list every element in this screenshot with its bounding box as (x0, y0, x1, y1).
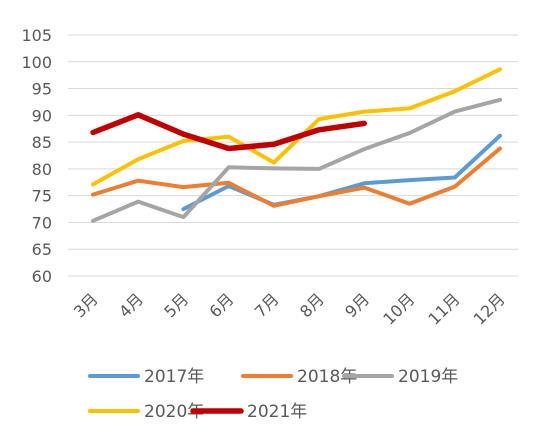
y-tick-label: 75 (32, 187, 52, 206)
y-tick-label: 65 (32, 240, 52, 259)
x-tick-label: 7月 (251, 289, 283, 321)
x-axis-tick-labels: 3月 4月 5月 6月 7月 8月 9月 10月 11月 12月 (70, 289, 509, 328)
x-tick-label: 6月 (206, 289, 238, 321)
legend-item: 2018年 (241, 367, 357, 387)
x-tick-label: 4月 (115, 289, 147, 321)
legend-label: 2021年 (247, 402, 307, 422)
x-tick-label: 11月 (424, 289, 463, 328)
y-tick-label: 100 (21, 53, 52, 72)
x-tick-label: 10月 (379, 289, 418, 328)
y-tick-label: 105 (21, 26, 52, 45)
gridlines (68, 34, 518, 277)
legend-item: 2017年 (88, 367, 204, 387)
series-line-2018年 (91, 146, 502, 208)
y-tick-label: 60 (32, 267, 52, 286)
x-tick-label: 9月 (341, 289, 373, 321)
y-tick-label: 85 (32, 133, 52, 152)
legend-label: 2019年 (398, 367, 458, 387)
series-line-2021年 (90, 112, 368, 152)
legend-label: 2020年 (144, 402, 204, 422)
series-line-2020年 (91, 67, 502, 187)
legend-item: 2019年 (342, 367, 458, 387)
y-tick-label: 95 (32, 80, 52, 99)
x-tick-label: 12月 (470, 289, 509, 328)
x-tick-label: 5月 (160, 289, 192, 321)
x-tick-label: 8月 (296, 289, 328, 321)
legend-label: 2017年 (144, 367, 204, 387)
legend-item: 2020年 (88, 402, 204, 422)
legend: 2017年 2018年 2019年 2020年 2021年 (88, 367, 458, 422)
y-tick-label: 70 (32, 213, 52, 232)
legend-label: 2018年 (297, 367, 357, 387)
y-tick-label: 90 (32, 106, 52, 125)
series-line-2017年 (181, 133, 502, 212)
series-line-2019年 (91, 97, 502, 223)
legend-item: 2021年 (190, 402, 307, 422)
x-tick-label: 3月 (70, 289, 102, 321)
y-tick-label: 80 (32, 160, 52, 179)
series-lines (90, 67, 502, 223)
y-axis-tick-labels: 60 65 70 75 80 85 90 95 100 105 (21, 26, 52, 286)
